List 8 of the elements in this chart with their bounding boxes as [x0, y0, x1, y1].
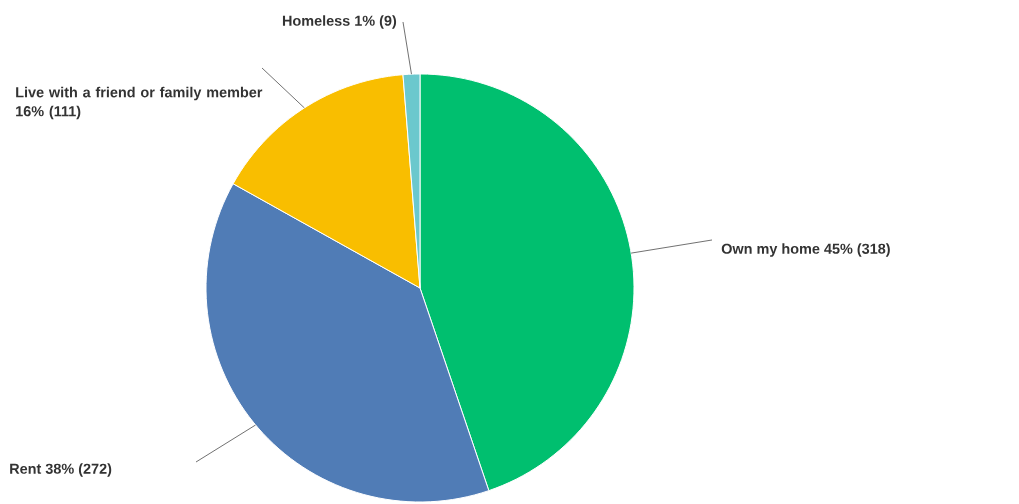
- data-label: 16% (111): [16, 105, 81, 120]
- slice-label: Live with a friend or family member: [16, 86, 263, 101]
- data-label: 1% (9): [355, 15, 397, 29]
- data-label: 45% (318): [824, 243, 890, 257]
- slice-label: Rent: [10, 463, 42, 474]
- data-label: 38% (272): [45, 463, 112, 477]
- slice-label: Homeless: [282, 15, 350, 26]
- slice-label: Own my home: [721, 243, 820, 257]
